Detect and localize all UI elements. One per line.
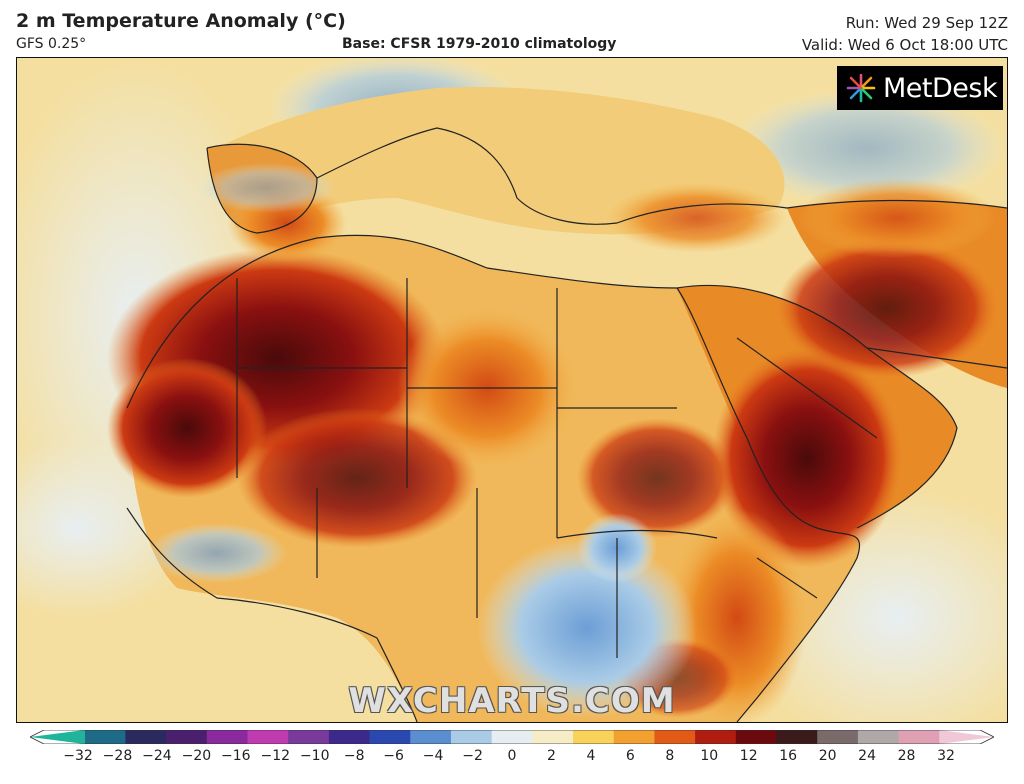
colorbar-segment [328, 730, 371, 744]
metdesk-logo: MetDesk [837, 66, 1003, 110]
colorbar-tick-label: −8 [343, 748, 365, 764]
colorbar-segment [735, 730, 778, 744]
metdesk-starburst-icon [846, 73, 876, 103]
colorbar-tick-label: −12 [260, 748, 291, 764]
wxcharts-watermark: WXCHARTS.COM [348, 681, 676, 721]
colorbar-segment [654, 730, 696, 744]
colorbar-tick-label: −32 [63, 748, 93, 764]
country-borders [126, 127, 1007, 722]
colorbar-tick-label: 32 [937, 748, 955, 764]
colorbar-tick-label: −6 [383, 748, 404, 764]
colorbar-segment [166, 730, 208, 744]
central-africa-cool-area [477, 538, 697, 718]
colorbar-tick-label: −16 [221, 748, 251, 764]
arabia-extreme-anomaly [712, 348, 902, 568]
map-title: 2 m Temperature Anomaly (°C) [16, 10, 346, 32]
colorbar-tick-label: 24 [858, 748, 876, 764]
colorbar-segment [613, 730, 655, 744]
colorbar [30, 730, 994, 744]
colorbar-tick-label: 20 [818, 748, 837, 764]
colorbar-tick-labels: −32 −28 −24 −20 −16 −12 −10 −8 −6 −4 −2 0 2 4 6 8 10 12 16… [0, 748, 1024, 770]
colorbar-segment [30, 730, 85, 744]
colorbar-segment [288, 730, 330, 744]
colorbar-segment [898, 730, 940, 744]
valid-time: Valid: Wed 6 Oct 18:00 UTC [801, 36, 1008, 54]
climatology-base: Base: CFSR 1979-2010 climatology [342, 36, 617, 52]
temperature-anomaly-map[interactable] [16, 57, 1008, 723]
colorbar-tick-label: 4 [586, 748, 596, 764]
colorbar-segment [125, 730, 167, 744]
colorbar-segment [857, 730, 900, 744]
colorbar-tick-label: −4 [422, 748, 444, 764]
colorbar-segment [369, 730, 411, 744]
model-name: GFS 0.25° [16, 36, 87, 52]
colorbar-segment [206, 730, 248, 744]
colorbar-tick-label: 28 [897, 748, 916, 764]
colorbar-segment [84, 730, 126, 744]
colorbar-tick-label: −28 [102, 748, 133, 764]
colorbar-segment [247, 730, 289, 744]
run-time: Run: Wed 29 Sep 12Z [845, 14, 1008, 32]
colorbar-segment [817, 730, 859, 744]
metdesk-logo-text: MetDesk [883, 72, 998, 104]
colorbar-tick-label: −2 [462, 748, 483, 764]
colorbar-tick-label: 12 [739, 748, 758, 764]
colorbar-tick-label: 6 [625, 748, 635, 764]
colorbar-tick-label: −24 [142, 748, 172, 764]
colorbar-tick-label: 2 [546, 748, 556, 764]
colorbar-segment [450, 730, 493, 744]
colorbar-segment [410, 730, 452, 744]
colorbar-tick-label: −10 [299, 748, 330, 764]
colorbar-segment [491, 730, 533, 744]
colorbar-segment [695, 730, 737, 744]
colorbar-tick-label: −20 [181, 748, 212, 764]
colorbar-segment [939, 730, 994, 744]
colorbar-segment [573, 730, 615, 744]
colorbar-tick-label: 10 [700, 748, 719, 764]
colorbar-segment [532, 730, 574, 744]
colorbar-tick-label: 16 [779, 748, 798, 764]
colorbar-tick-label: 0 [507, 748, 517, 764]
colorbar-segment [776, 730, 818, 744]
colorbar-tick-label: 8 [665, 748, 675, 764]
